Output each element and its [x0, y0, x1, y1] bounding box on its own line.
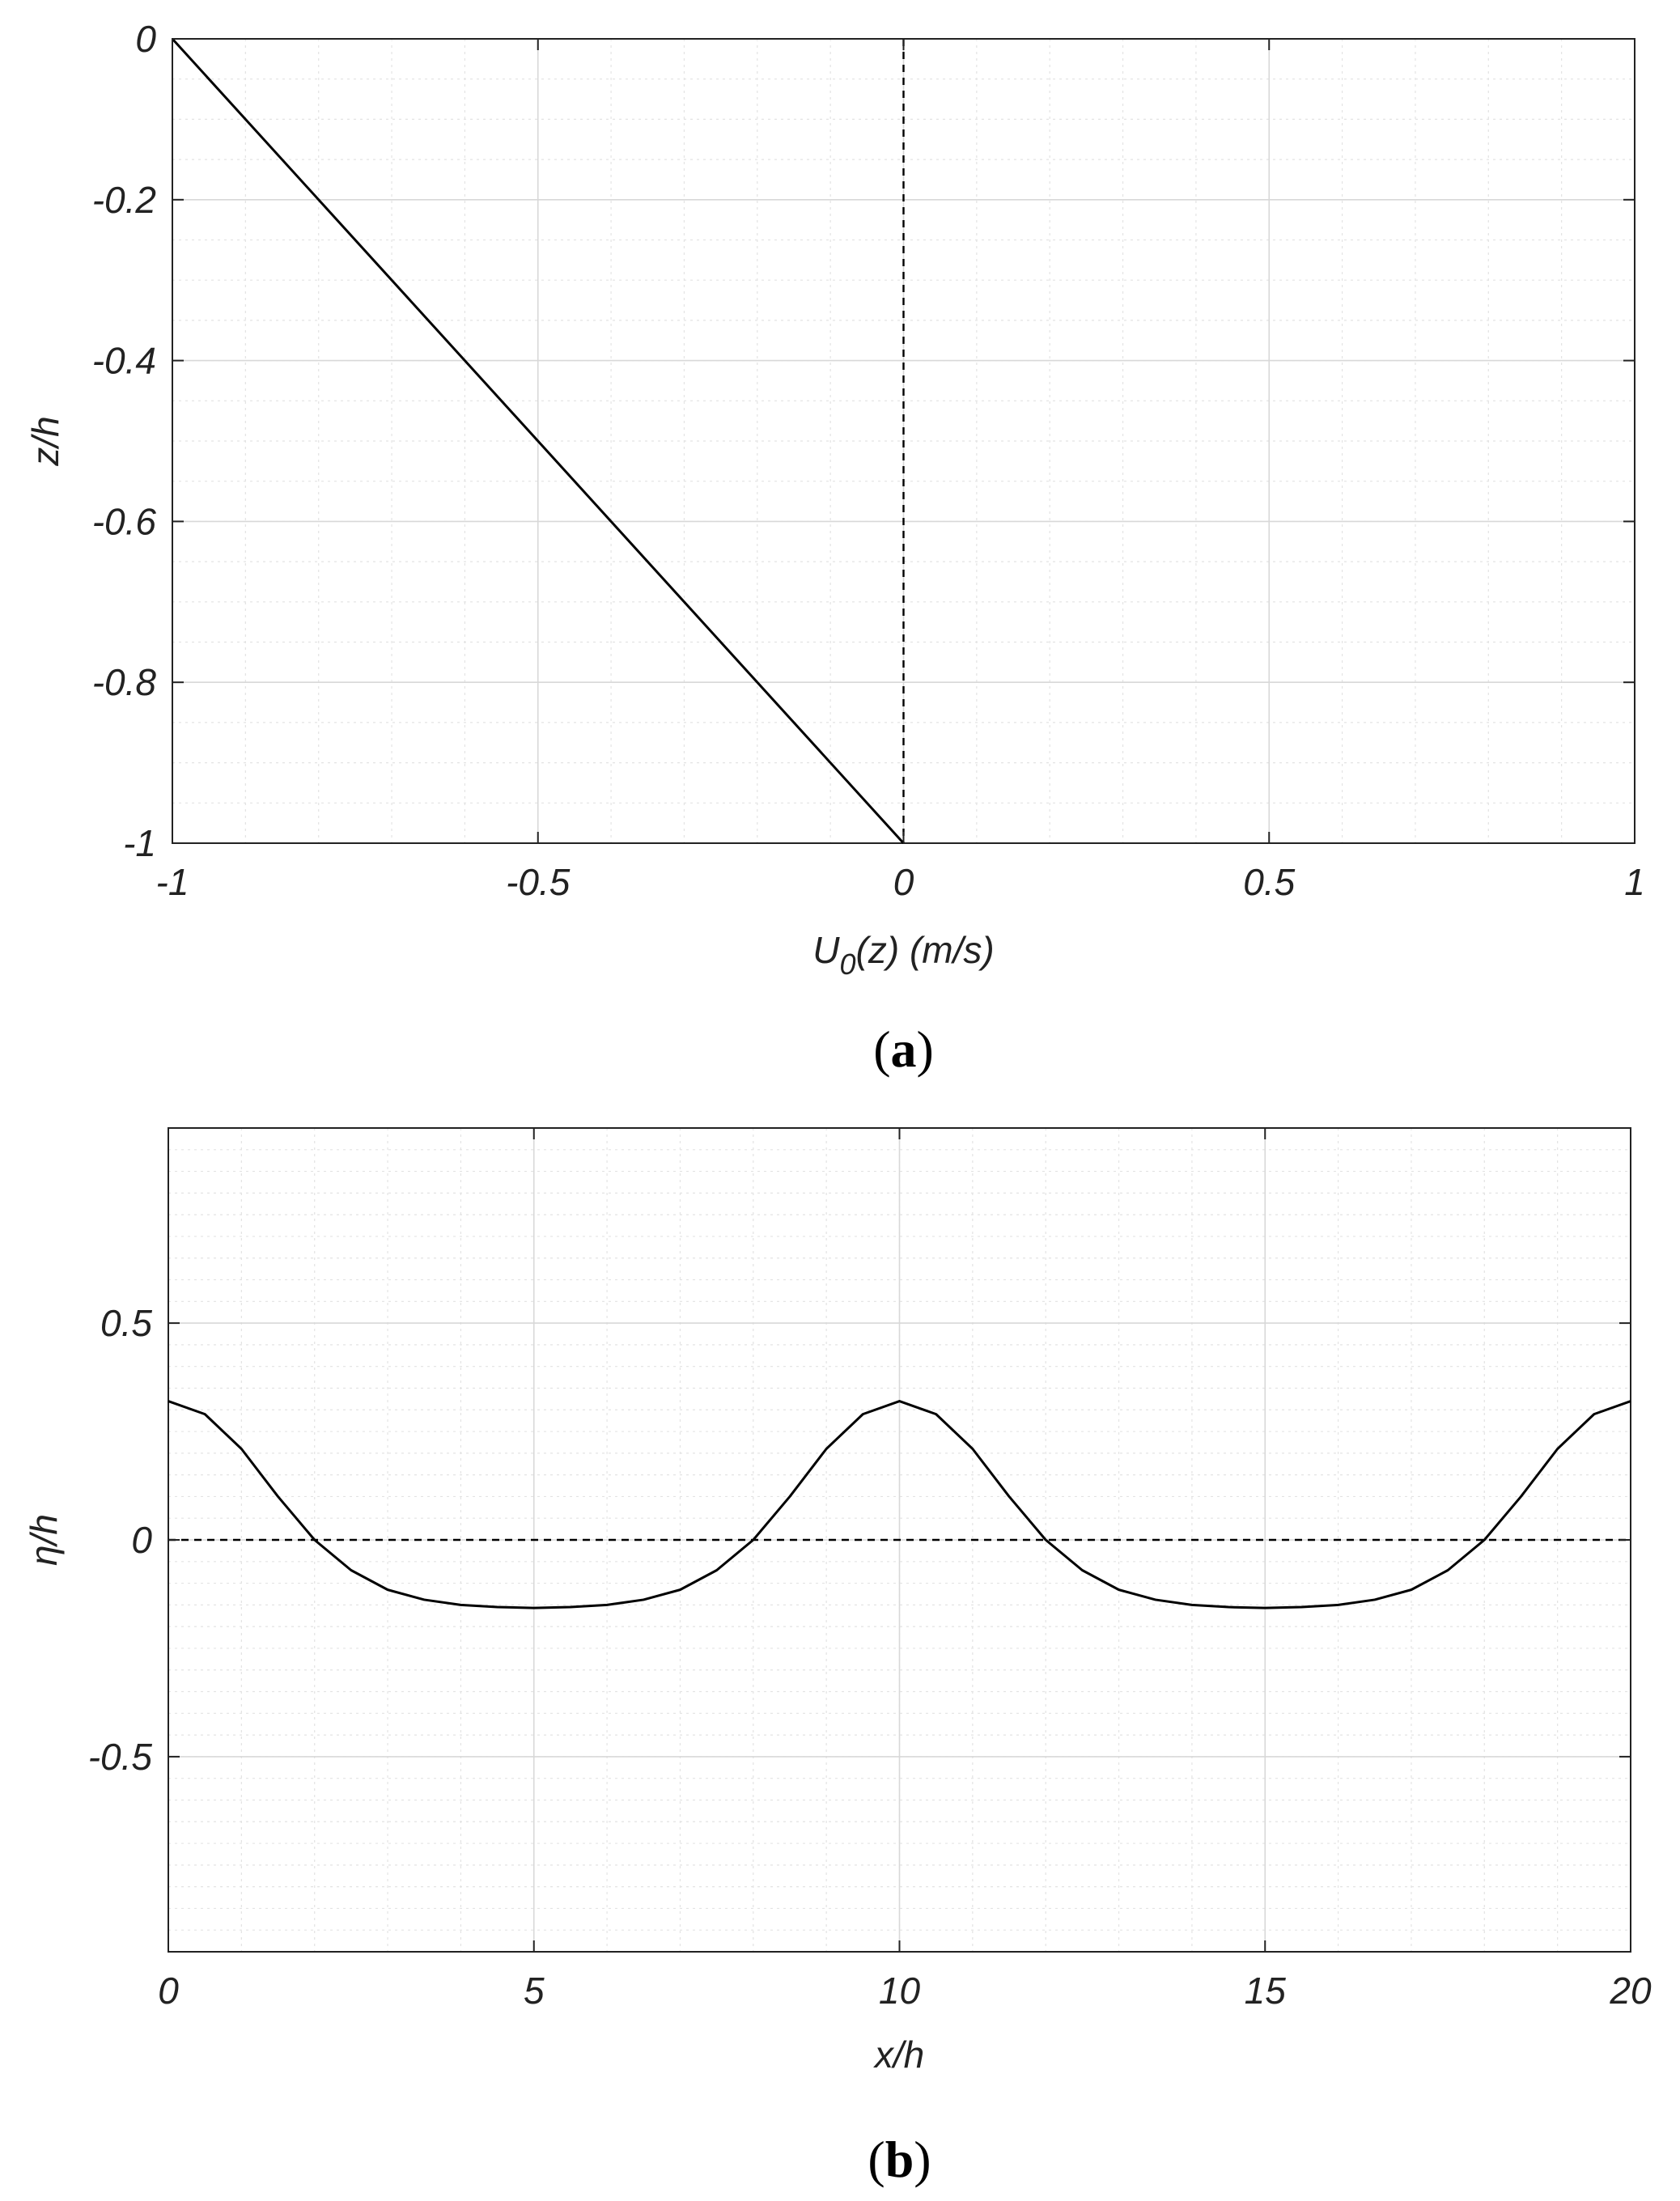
panel-b-y-axis-label: η/h — [23, 1514, 65, 1566]
panel-a-x-axis-label-subscript: 0 — [840, 948, 856, 981]
panel-a-x-axis-label-rest: (z) (m/s) — [856, 929, 995, 971]
panel-a-y-tick-label: -1 — [123, 822, 156, 864]
panel-b-y-tick-label: -0.5 — [88, 1736, 153, 1778]
panel-a-x-tick-label: -1 — [156, 861, 189, 903]
panel-a-y-tick-label: -0.8 — [92, 661, 157, 703]
panel-a-y-tick-label: 0 — [135, 18, 156, 60]
panel-b-x-tick-label: 0 — [158, 1970, 179, 2012]
panel-a-x-tick-label: 0 — [893, 861, 914, 903]
panel-b-x-tick-label: 5 — [524, 1970, 545, 2012]
panel-a-y-tick-label: -0.2 — [92, 179, 156, 221]
panel-b-series-solid-line — [168, 1400, 1631, 1609]
panel-b-ticks: 0 5 10 15 20 0.5 0 -0.5 — [88, 1128, 1652, 2012]
panel-b-y-tick-label: 0 — [131, 1519, 152, 1561]
panel-a-x-tick-label: -0.5 — [506, 861, 571, 903]
panel-a-x-tick-label: 1 — [1624, 861, 1645, 903]
panel-a-y-tick-label: -0.6 — [92, 500, 157, 542]
panel-b-series-group — [168, 1400, 1631, 1609]
panel-b-x-tick-label: 20 — [1609, 1970, 1652, 2012]
panel-a-series-group — [171, 37, 905, 845]
panel-a-ticks: -1 -0.5 0 0.5 1 0 -0.2 -0.4 -0.6 -0.8 -1 — [92, 18, 1645, 903]
panel-a-x-axis-label-main: U — [812, 929, 840, 971]
panel-b-caption: (b) — [868, 2131, 931, 2188]
panel-a-chart: -1 -0.5 0 0.5 10-0.2-0.4-0.6-0.8-1 z/h U0(z)… — [24, 18, 1645, 1078]
panel-b-y-tick-label: 0.5 — [100, 1302, 152, 1344]
panel-a-x-axis-label: U0(z) (m/s) — [812, 929, 994, 981]
panel-a-y-tick-label: -0.4 — [92, 340, 156, 382]
panel-b-x-tick-label: 15 — [1245, 1970, 1287, 2012]
panel-b-chart: 0 5 10 15 20 0.5 0 -0.5 η/h x/h (b) — [23, 1127, 1652, 2188]
panel-a-caption: (a) — [873, 1020, 934, 1078]
panel-a-series-solid-line — [171, 37, 905, 845]
panel-a-x-tick-label: 0.5 — [1243, 861, 1295, 903]
panel-b-x-axis-label: x/h — [873, 2033, 924, 2076]
panel-a-y-axis-label: z/h — [24, 416, 66, 466]
panel-b-x-tick-label: 10 — [879, 1970, 921, 2012]
